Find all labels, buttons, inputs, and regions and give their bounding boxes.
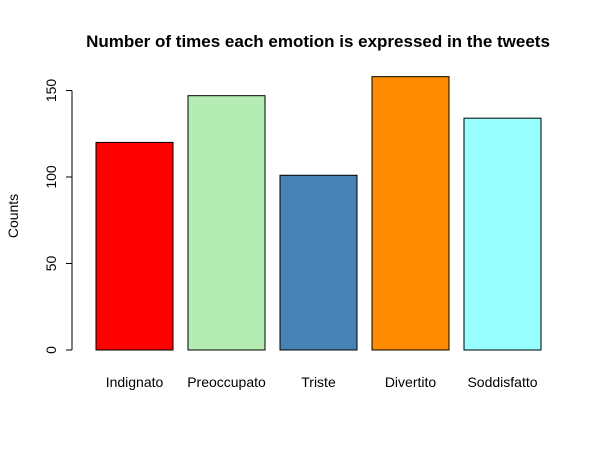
x-axis-labels: Indignato Preoccupato Triste Divertito Soddi… <box>106 374 538 390</box>
bar-triste <box>279 174 358 351</box>
x-category-label: Preoccupato <box>187 374 266 390</box>
chart-title: Number of times each emotion is expresse… <box>86 32 550 51</box>
bar-soddisfatto <box>463 117 542 351</box>
bar-divertito <box>371 76 450 351</box>
bars-group <box>95 76 542 351</box>
y-tick-label: 150 <box>43 79 59 103</box>
y-axis: 0 50 100 150 <box>43 79 73 354</box>
bar-preoccupato <box>187 95 266 351</box>
y-tick-label: 100 <box>43 165 59 189</box>
y-axis-label: Counts <box>5 194 21 238</box>
x-category-label: Indignato <box>106 374 164 390</box>
x-category-label: Triste <box>301 374 336 390</box>
y-tick-label: 50 <box>43 256 59 272</box>
bar-indignato <box>95 141 174 351</box>
x-category-label: Divertito <box>385 374 437 390</box>
y-tick-label: 0 <box>43 346 59 354</box>
x-category-label: Soddisfatto <box>467 374 537 390</box>
